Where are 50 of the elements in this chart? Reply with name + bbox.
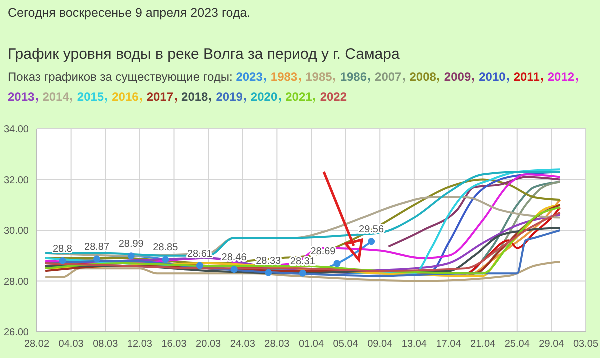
y-tick-label: 34.00: [4, 124, 30, 136]
legend-label: 2017: [146, 90, 174, 104]
x-tick-label: 04.03: [58, 339, 84, 350]
legend-label: 2010: [479, 70, 506, 84]
x-tick-label: 24.03: [230, 339, 256, 350]
legend-label: 2021: [286, 90, 312, 104]
legend-label: 1986: [340, 70, 368, 84]
x-tick-label: 09.04: [368, 339, 394, 350]
y-tick-label: 26.00: [4, 328, 30, 339]
text: Сегодня воскресенье 9 апреля 2023 года.: [8, 5, 252, 20]
data-label: 28.99: [118, 239, 144, 250]
data-label: 28.87: [84, 242, 110, 254]
x-tick-label: 05.04: [333, 339, 359, 350]
legend-label: 2009: [444, 70, 472, 84]
x-tick-label: 17.04: [436, 339, 462, 350]
legend-label: 2015: [77, 90, 104, 104]
chart-title: График уровня воды в реке Волга за период у г. Самара: [8, 46, 401, 63]
legend-label: 2011: [514, 70, 540, 84]
legend-title: Показ графиков за существующие годы:: [8, 70, 234, 84]
x-tick-label: 12.03: [127, 339, 153, 350]
x-tick-label: 16.03: [162, 339, 188, 350]
y-tick-label: 28.00: [4, 276, 30, 288]
x-tick-label: 28.02: [24, 339, 50, 350]
legend-label: 1983: [270, 70, 298, 84]
x-tick-label: 01.04: [298, 339, 324, 350]
x-tick-label: 21.04: [470, 339, 496, 350]
legend-label: 2008: [410, 70, 436, 84]
legend-label: 2007: [375, 70, 402, 84]
x-tick-label: 03.05: [573, 339, 599, 350]
data-label: 28.8: [53, 244, 73, 255]
legend-label: 2012: [548, 70, 575, 84]
legend-label: 2018: [182, 90, 208, 104]
x-tick-label: 25.04: [504, 339, 530, 350]
legend-label: 1985: [306, 70, 332, 84]
y-tick-label: 32.00: [4, 175, 30, 186]
data-label: 28.61: [187, 248, 213, 260]
x-tick-label: 29.04: [539, 339, 565, 350]
data-label: 28.85: [153, 242, 179, 254]
legend-label: 2023: [236, 70, 263, 84]
legend-label: 2013: [8, 90, 35, 104]
y-tick-label: 30.00: [4, 226, 30, 238]
legend-label: 2014: [42, 90, 70, 104]
x-tick-label: 28.03: [264, 339, 290, 350]
legend-label: 2016: [112, 90, 139, 104]
x-tick-label: 08.03: [93, 339, 119, 350]
x-tick-label: 20.03: [196, 339, 222, 350]
legend-label: 2020: [250, 90, 278, 104]
x-tick-label: 13.04: [402, 339, 428, 350]
legend-label: 2019: [216, 90, 243, 104]
text: 2022: [320, 90, 348, 104]
